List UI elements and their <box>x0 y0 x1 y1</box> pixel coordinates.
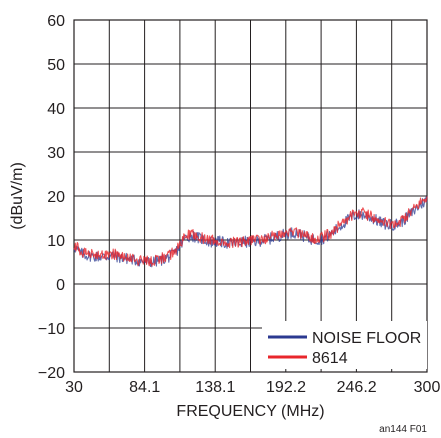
x-tick-label: 30 <box>65 379 83 396</box>
y-tick-label: −10 <box>38 321 65 338</box>
tick-labels: −20 −10 0 10 20 30 40 50 60 30 84.1 138.1 192.2 246.2… <box>38 13 441 396</box>
x-tick-label: 138.1 <box>195 379 235 396</box>
x-tick-label: 84.1 <box>129 379 160 396</box>
series-layer <box>73 196 428 268</box>
y-tick-label: 20 <box>47 189 65 206</box>
legend: NOISE FLOOR 8614 <box>262 321 427 369</box>
y-tick-label: 0 <box>56 277 65 294</box>
y-tick-label: 40 <box>47 101 65 118</box>
grid <box>74 20 427 372</box>
legend-label: 8614 <box>312 350 348 367</box>
y-axis-title: (dBuV/m) <box>9 162 26 230</box>
figure-code: an144 F01 <box>379 424 427 435</box>
x-tick-label: 192.2 <box>266 379 306 396</box>
legend-background <box>262 321 427 369</box>
series-line-8614 <box>73 196 428 267</box>
legend-label: NOISE FLOOR <box>312 330 421 347</box>
x-tick-label: 300 <box>414 379 441 396</box>
plot-frame <box>73 19 428 373</box>
x-axis-title: FREQUENCY (MHz) <box>176 403 324 420</box>
y-tick-label: 50 <box>47 57 65 74</box>
y-tick-label: 10 <box>47 233 65 250</box>
y-tick-label: 60 <box>47 13 65 30</box>
y-tick-label: 30 <box>47 145 65 162</box>
x-tick-label: 246.2 <box>337 379 377 396</box>
y-tick-label: −20 <box>38 365 65 382</box>
